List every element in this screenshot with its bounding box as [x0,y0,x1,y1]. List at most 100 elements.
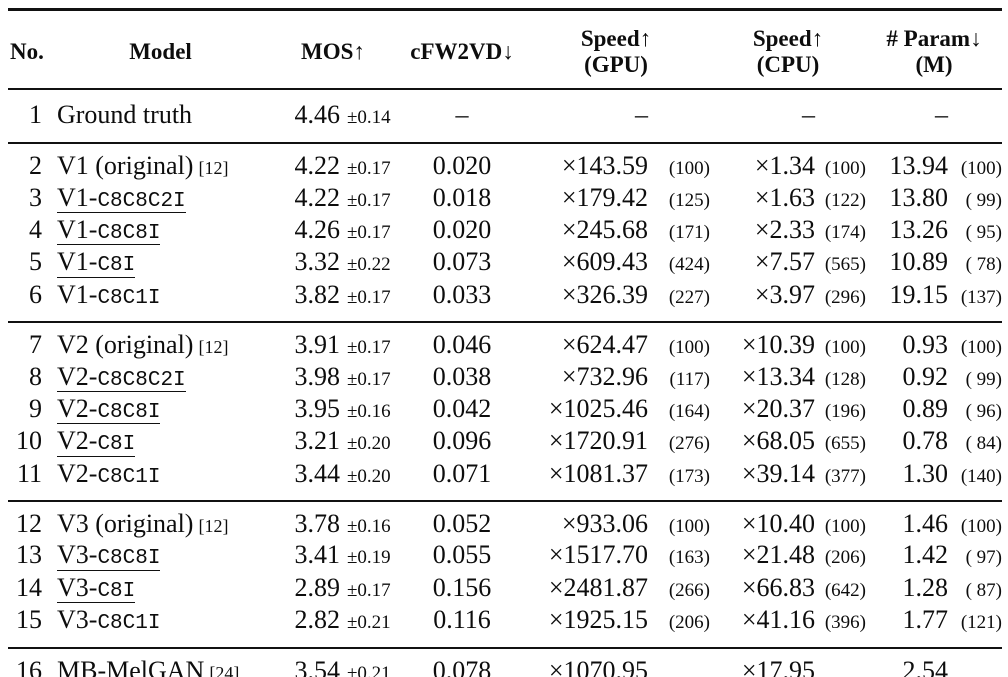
table-row: 16 MB-MelGAN [24] 3.54 ±0.21 0.078 ×1070.95 ×17… [8,655,1002,677]
model-name: V2 (original) [57,330,193,359]
col-header-cfw2vd: cFW2VD↓ [410,39,514,65]
speed-cpu-value: ×41.16 [741,605,815,635]
model-name-code-part: C8I [97,254,136,278]
model-name-serif-part: V3 (original) [57,509,194,539]
speed-gpu-relative: (227) [668,286,710,308]
speed-cpu-value: ×1.63 [754,182,815,212]
col-header-param: # Param↓ (M) [866,26,1002,77]
cfw2vd-value: 0.116 [433,605,491,635]
model-name-serif-part: Ground truth [57,99,193,129]
speed-gpu-relative: (117) [669,368,710,390]
table-top-rule [8,8,1002,12]
speed-cpu-value: ×21.48 [741,540,815,570]
model-name-serif-part: V3- [57,572,98,602]
col-header-speed-cpu: Speed↑ (CPU) [710,26,866,77]
model-cell: V1 (original) [12] [42,151,264,182]
model-name-code-part: C8C8C2I [97,189,186,213]
cfw2vd-value: 0.071 [432,458,492,488]
table-row: 11 V2-C8C1I 3.44 ±0.20 0.071 ×1081.37 (173) ×39… [8,458,1002,492]
param-value: 0.89 [902,393,949,423]
col-header-mos: MOS↑ [301,39,365,65]
speed-gpu-relative: (171) [668,221,710,243]
mos-stddev: ±0.22 [347,254,391,276]
speed-cpu-relative: (128) [824,368,866,390]
speed-cpu-relative: (100) [824,158,866,180]
speed-gpu-relative: (266) [668,579,710,601]
model-name: V1 (original) [57,151,193,180]
model-name: V2-C8C1I [57,459,160,489]
model-name-serif-part: V2 (original) [57,330,194,360]
cfw2vd-value: 0.096 [432,426,492,456]
model-cell: V3-C8C8I [42,540,264,573]
param-value: 1.30 [902,458,949,488]
mos-stddev: ±0.17 [347,189,391,211]
mos-stddev: ±0.17 [347,368,391,390]
row-group-5: 16 MB-MelGAN [24] 3.54 ±0.21 0.078 ×1070.95 ×17… [8,649,1002,677]
param-relative: ( 84) [965,433,1002,455]
speed-cpu-value: ×10.40 [741,509,815,539]
table-header-row: No. Model MOS↑ cFW2VD↓ Speed↑ (GPU) Spee… [8,11,1002,88]
mos-stddev: ±0.20 [347,465,391,487]
table-row: 9 V2-C8C8I 3.95 ±0.16 0.042 ×1025.46 (164) ×20.… [8,393,1002,427]
row-group-2: 2 V1 (original) [12] 4.22 ±0.17 0.020 ×143.59(… [8,144,1002,321]
table-row: 4 V1-C8C8I 4.26 ±0.17 0.020 ×245.68 (171) ×2.33… [8,214,1002,248]
param-value: 13.94 [889,151,949,181]
row-group-1: 1 Ground truth 4.46 ±0.14 – – – – [8,90,1002,142]
mos-stddev: ±0.16 [347,516,391,538]
speed-cpu-relative: (174) [824,221,866,243]
speed-cpu-value: ×66.83 [741,572,815,602]
mos-stddev: ±0.17 [347,286,391,308]
speed-cpu-relative: (122) [824,189,866,211]
cfw2vd-value: 0.052 [432,509,492,539]
model-name-serif-part: V1 (original) [57,151,194,181]
speed-gpu-relative: (424) [668,254,710,276]
row-number: 2 [29,151,42,181]
mos-value: 3.32 [294,247,341,277]
model-name: Ground truth [57,100,192,129]
row-number: 14 [16,572,42,602]
model-name: V3-C8I [57,572,136,604]
model-cell: V3-C8I [42,572,264,606]
param-relative: (140) [960,465,1002,487]
model-name: V1-C8C8I [57,214,161,246]
mos-stddev: ±0.20 [347,433,391,455]
table-row: 15 V3-C8C1I 2.82 ±0.21 0.116 ×1925.15 (206) ×41… [8,605,1002,638]
speed-gpu-value: ×609.43 [561,247,648,277]
model-name: V1-C8C8C2I [57,182,186,214]
param-value: 13.26 [889,214,949,244]
model-name-serif-part: MB-MelGAN [57,655,205,677]
citation-ref: [12] [198,516,229,537]
speed-gpu-value: ×1925.15 [548,605,648,635]
model-name: V2-C8I [57,426,136,457]
model-name-code-part: C8C8I [97,547,161,571]
speed-cpu-relative: (655) [824,433,866,455]
speed-cpu-relative: (377) [824,465,866,487]
model-cell: V2-C8C8I [42,393,264,427]
speed-gpu-value: ×245.68 [561,214,648,244]
table-row: 5 V1-C8I 3.32 ±0.22 0.073 ×609.43 (424) ×7.57 (5… [8,247,1002,280]
model-name: V3 (original) [57,509,193,538]
citation-ref: [12] [198,337,229,358]
row-number: 7 [29,330,42,360]
model-name-serif-part: V2- [57,393,98,423]
mos-value: 3.21 [294,426,341,456]
param-relative: ( 95) [965,221,1002,243]
model-name-serif-part: V1- [57,182,98,212]
speed-gpu-relative: (100) [668,158,710,180]
param-value: 0.92 [902,361,949,391]
model-name-code-part: C8I [97,579,136,603]
speed-cpu-value: ×3.97 [754,279,815,309]
row-number: 15 [16,605,42,635]
param-value: 1.28 [902,572,949,602]
table-body: 1 Ground truth 4.46 ±0.14– – – –2 V1 (original)… [8,90,1002,677]
model-name-serif-part: V1- [57,279,98,309]
col-header-param-line1: # Param↓ [886,26,982,52]
row-number: 5 [29,247,42,277]
mos-stddev: ±0.17 [347,158,391,180]
speed-gpu-value: ×624.47 [561,330,648,360]
table-row: 10 V2-C8I 3.21 ±0.20 0.096 ×1720.91 (276) ×68.0… [8,426,1002,459]
citation-ref: [24] [209,662,240,677]
citation-ref: [12] [198,158,229,179]
speed-gpu-relative: (173) [668,465,710,487]
model-cell: V1-C8C8C2I [42,182,264,216]
